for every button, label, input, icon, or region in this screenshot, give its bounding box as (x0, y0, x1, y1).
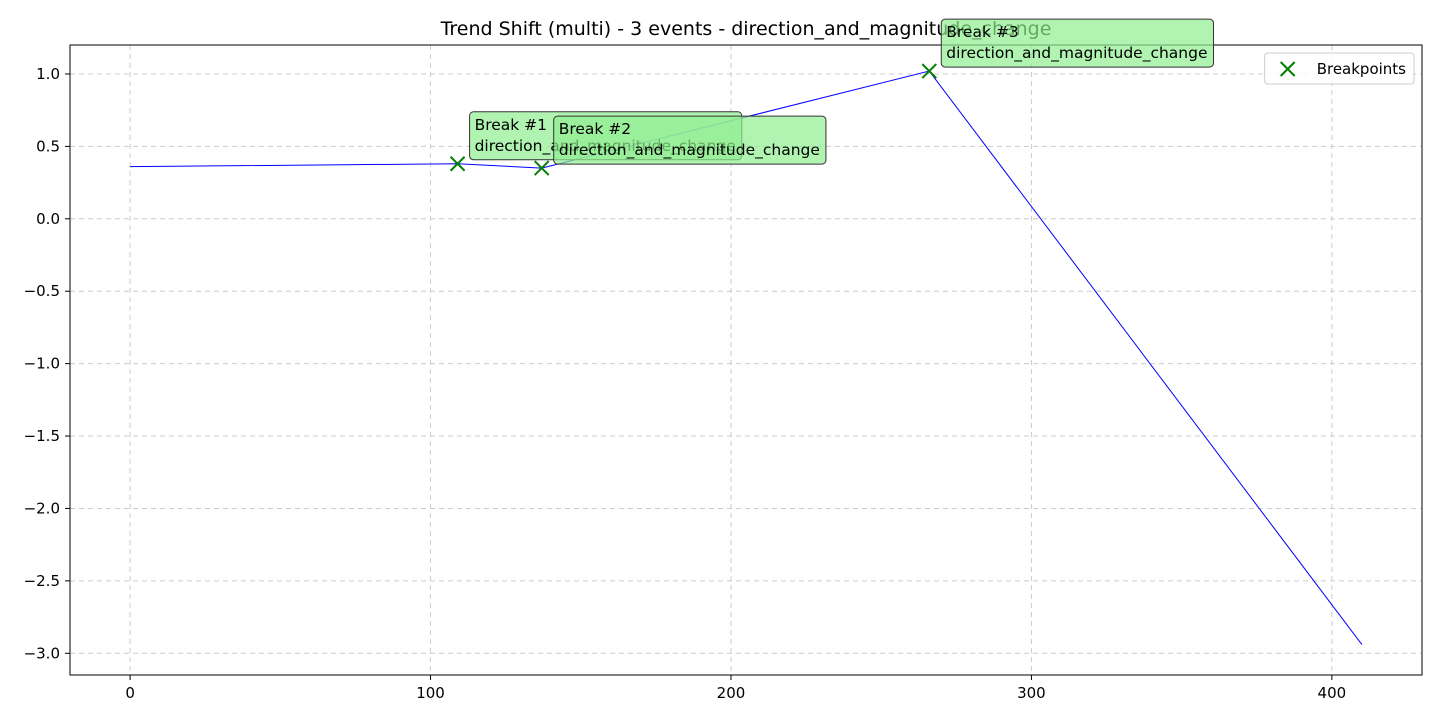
legend-label: Breakpoints (1317, 60, 1406, 78)
annotation-title: Break #2 (559, 120, 631, 138)
legend-marker (1279, 61, 1296, 77)
breakpoint-annotation: Break #2 direction_and_magnitude_change (553, 115, 827, 165)
x-tick-label: 400 (1318, 684, 1347, 702)
breakpoint-annotation: Break #3 direction_and_magnitude_change (940, 18, 1215, 68)
plot-frame (69, 44, 1423, 676)
annotation-title: Break #3 (946, 23, 1018, 41)
legend-box (1264, 52, 1415, 85)
breakpoint-marker (449, 156, 466, 172)
breakpoint-marker-stroke (449, 156, 466, 172)
annotation-detail: direction_and_magnitude_change (946, 44, 1207, 63)
x-tick-label: 0 (125, 684, 135, 702)
y-tick-label: 0.5 (36, 137, 60, 155)
x-tick-label: 100 (416, 684, 445, 702)
legend: Breakpoints (1264, 52, 1415, 85)
annotation-title: Break #1 (475, 116, 547, 134)
annotation-box (940, 18, 1215, 68)
y-tick-label: −0.5 (24, 282, 60, 300)
breakpoint-marker-stroke (921, 63, 937, 79)
annotations: Break #1direction_and_magnitude_changeBr… (469, 18, 1215, 165)
x-tick-label: 300 (1017, 684, 1046, 702)
grid (70, 45, 1422, 675)
y-tick-label: 0.0 (36, 210, 60, 228)
chart-title: Trend Shift (multi) - 3 events - directi… (440, 18, 1052, 40)
y-tick-label: −1.0 (24, 355, 60, 373)
annotation-detail: direction_and_magnitude_change (559, 141, 820, 160)
axis-ticks: 0 100 200 300 400 1.0 0.5 0.0 −0.5 −1.0 −1.5 −2.0 −2… (24, 65, 1347, 702)
y-tick-label: −1.5 (24, 427, 60, 445)
y-tick-label: −2.5 (24, 572, 60, 590)
breakpoint-marker (533, 160, 550, 176)
breakpoint-marker-stroke (533, 160, 550, 176)
plot-content (130, 63, 1363, 645)
y-tick-label: 1.0 (36, 65, 60, 83)
breakpoint-marker-stroke (1279, 61, 1296, 77)
breakpoint-marker (921, 63, 937, 79)
y-tick-label: −3.0 (24, 644, 60, 662)
y-tick-label: −2.0 (24, 499, 60, 517)
x-tick-label: 200 (717, 684, 746, 702)
annotation-box (553, 115, 827, 165)
